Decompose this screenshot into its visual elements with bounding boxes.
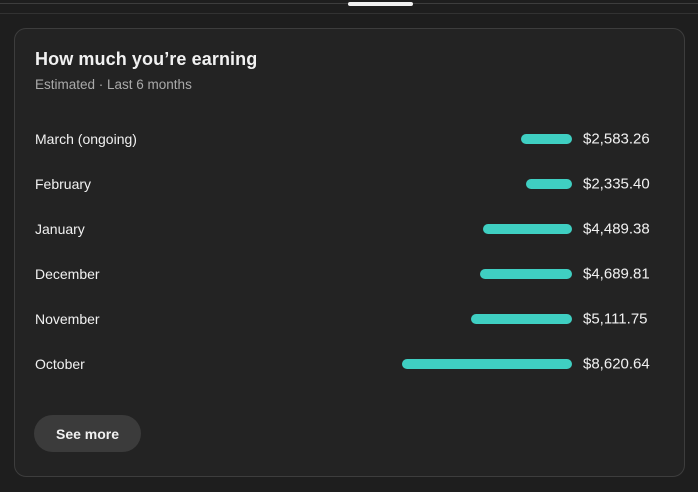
earnings-row: March (ongoing) $2,583.26	[15, 116, 684, 161]
header-divider	[0, 13, 698, 14]
earnings-row: December $4,689.81	[15, 251, 684, 296]
earnings-value: $4,489.38	[583, 220, 650, 237]
active-tab-indicator	[348, 2, 413, 6]
earnings-value: $5,111.75	[583, 310, 648, 327]
earnings-row: February $2,335.40	[15, 161, 684, 206]
earnings-value: $2,583.26	[583, 130, 650, 147]
month-label: November	[35, 310, 100, 327]
earnings-bar	[402, 358, 572, 369]
top-tab-bar	[0, 0, 698, 14]
earnings-bar	[521, 133, 572, 144]
month-label: February	[35, 175, 92, 192]
earnings-card: How much you’re earning Estimated · Last…	[14, 28, 685, 477]
card-subtitle: Estimated · Last 6 months	[35, 77, 192, 92]
month-label: March (ongoing)	[35, 130, 137, 147]
month-label: October	[35, 355, 85, 372]
month-label: January	[35, 220, 85, 237]
see-more-button[interactable]: See more	[34, 415, 142, 452]
earnings-value: $2,335.40	[583, 175, 650, 192]
card-title: How much you’re earning	[35, 49, 258, 69]
earnings-row: January $4,489.38	[15, 206, 684, 251]
earnings-value: $8,620.64	[583, 355, 650, 372]
earnings-value: $4,689.81	[583, 265, 650, 282]
earnings-bar	[526, 178, 572, 189]
earnings-bar	[480, 268, 572, 279]
earnings-row: November $5,111.75	[15, 296, 684, 341]
earnings-rows: March (ongoing) $2,583.26 February $2,33…	[15, 116, 684, 386]
earnings-row: October $8,620.64	[15, 341, 684, 386]
earnings-bar	[483, 223, 572, 234]
month-label: December	[35, 265, 100, 282]
earnings-bar	[471, 313, 572, 324]
